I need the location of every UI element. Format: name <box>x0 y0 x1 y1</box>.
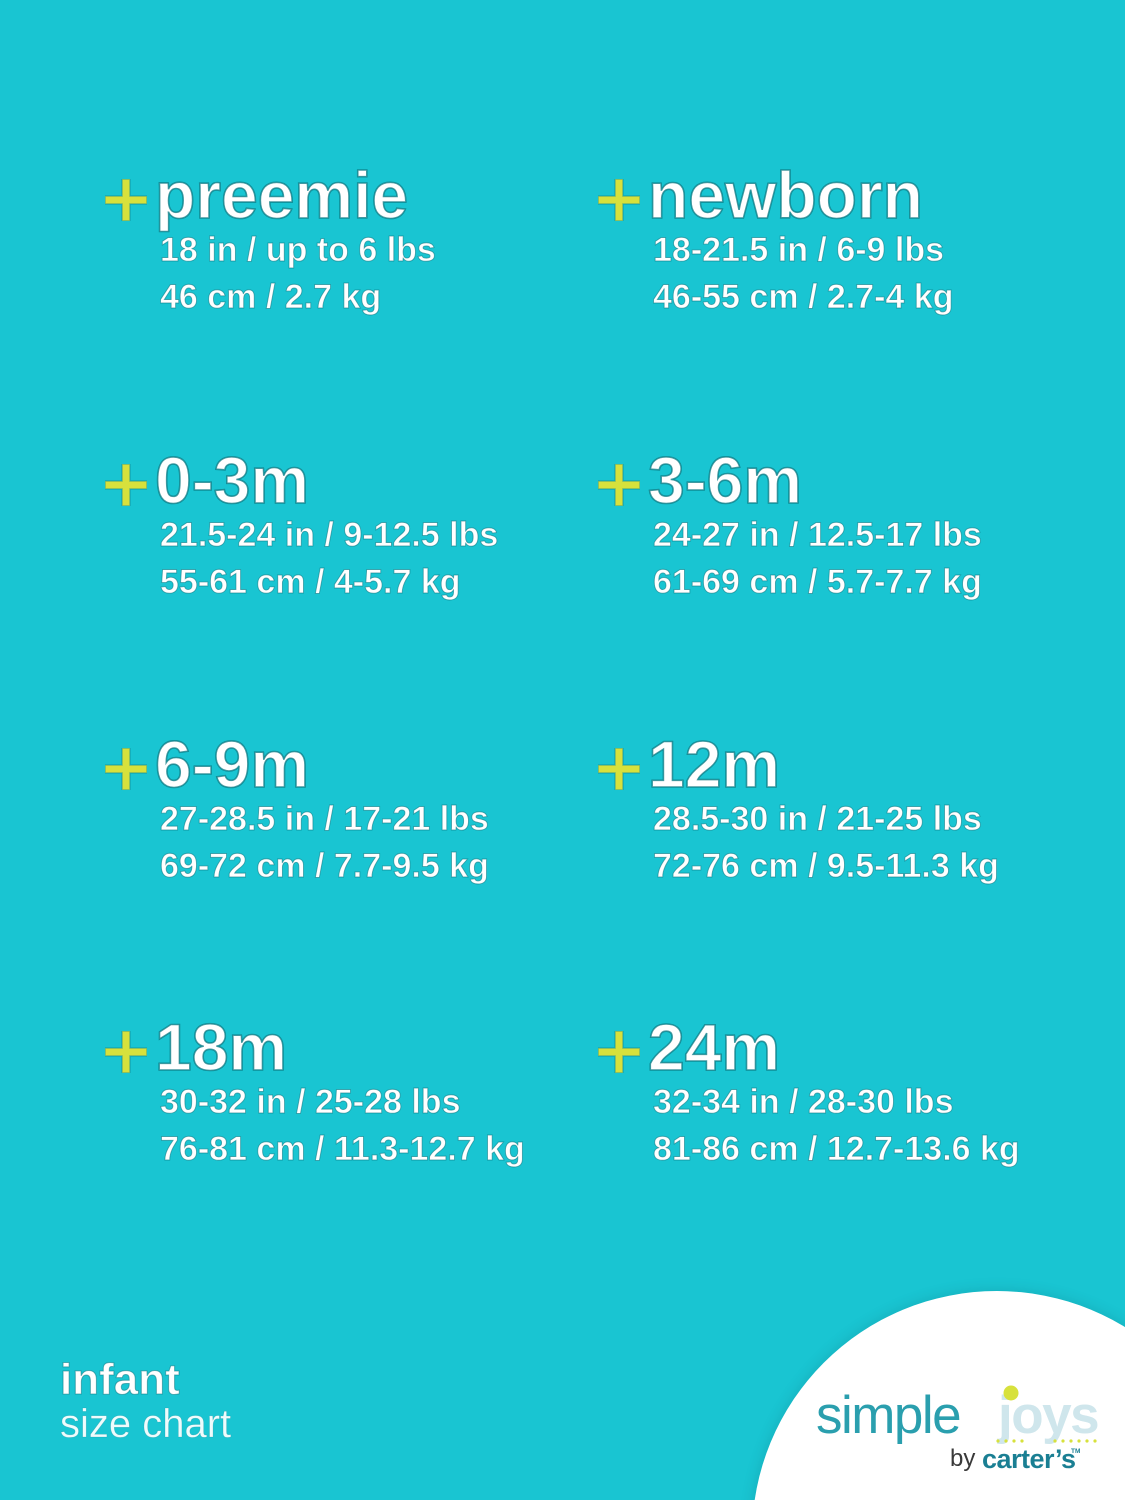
svg-text:TM: TM <box>1071 1448 1080 1455</box>
svg-text:carter’s: carter’s <box>982 1444 1076 1474</box>
svg-text:simple: simple <box>816 1386 960 1445</box>
svg-text:by: by <box>950 1445 975 1472</box>
